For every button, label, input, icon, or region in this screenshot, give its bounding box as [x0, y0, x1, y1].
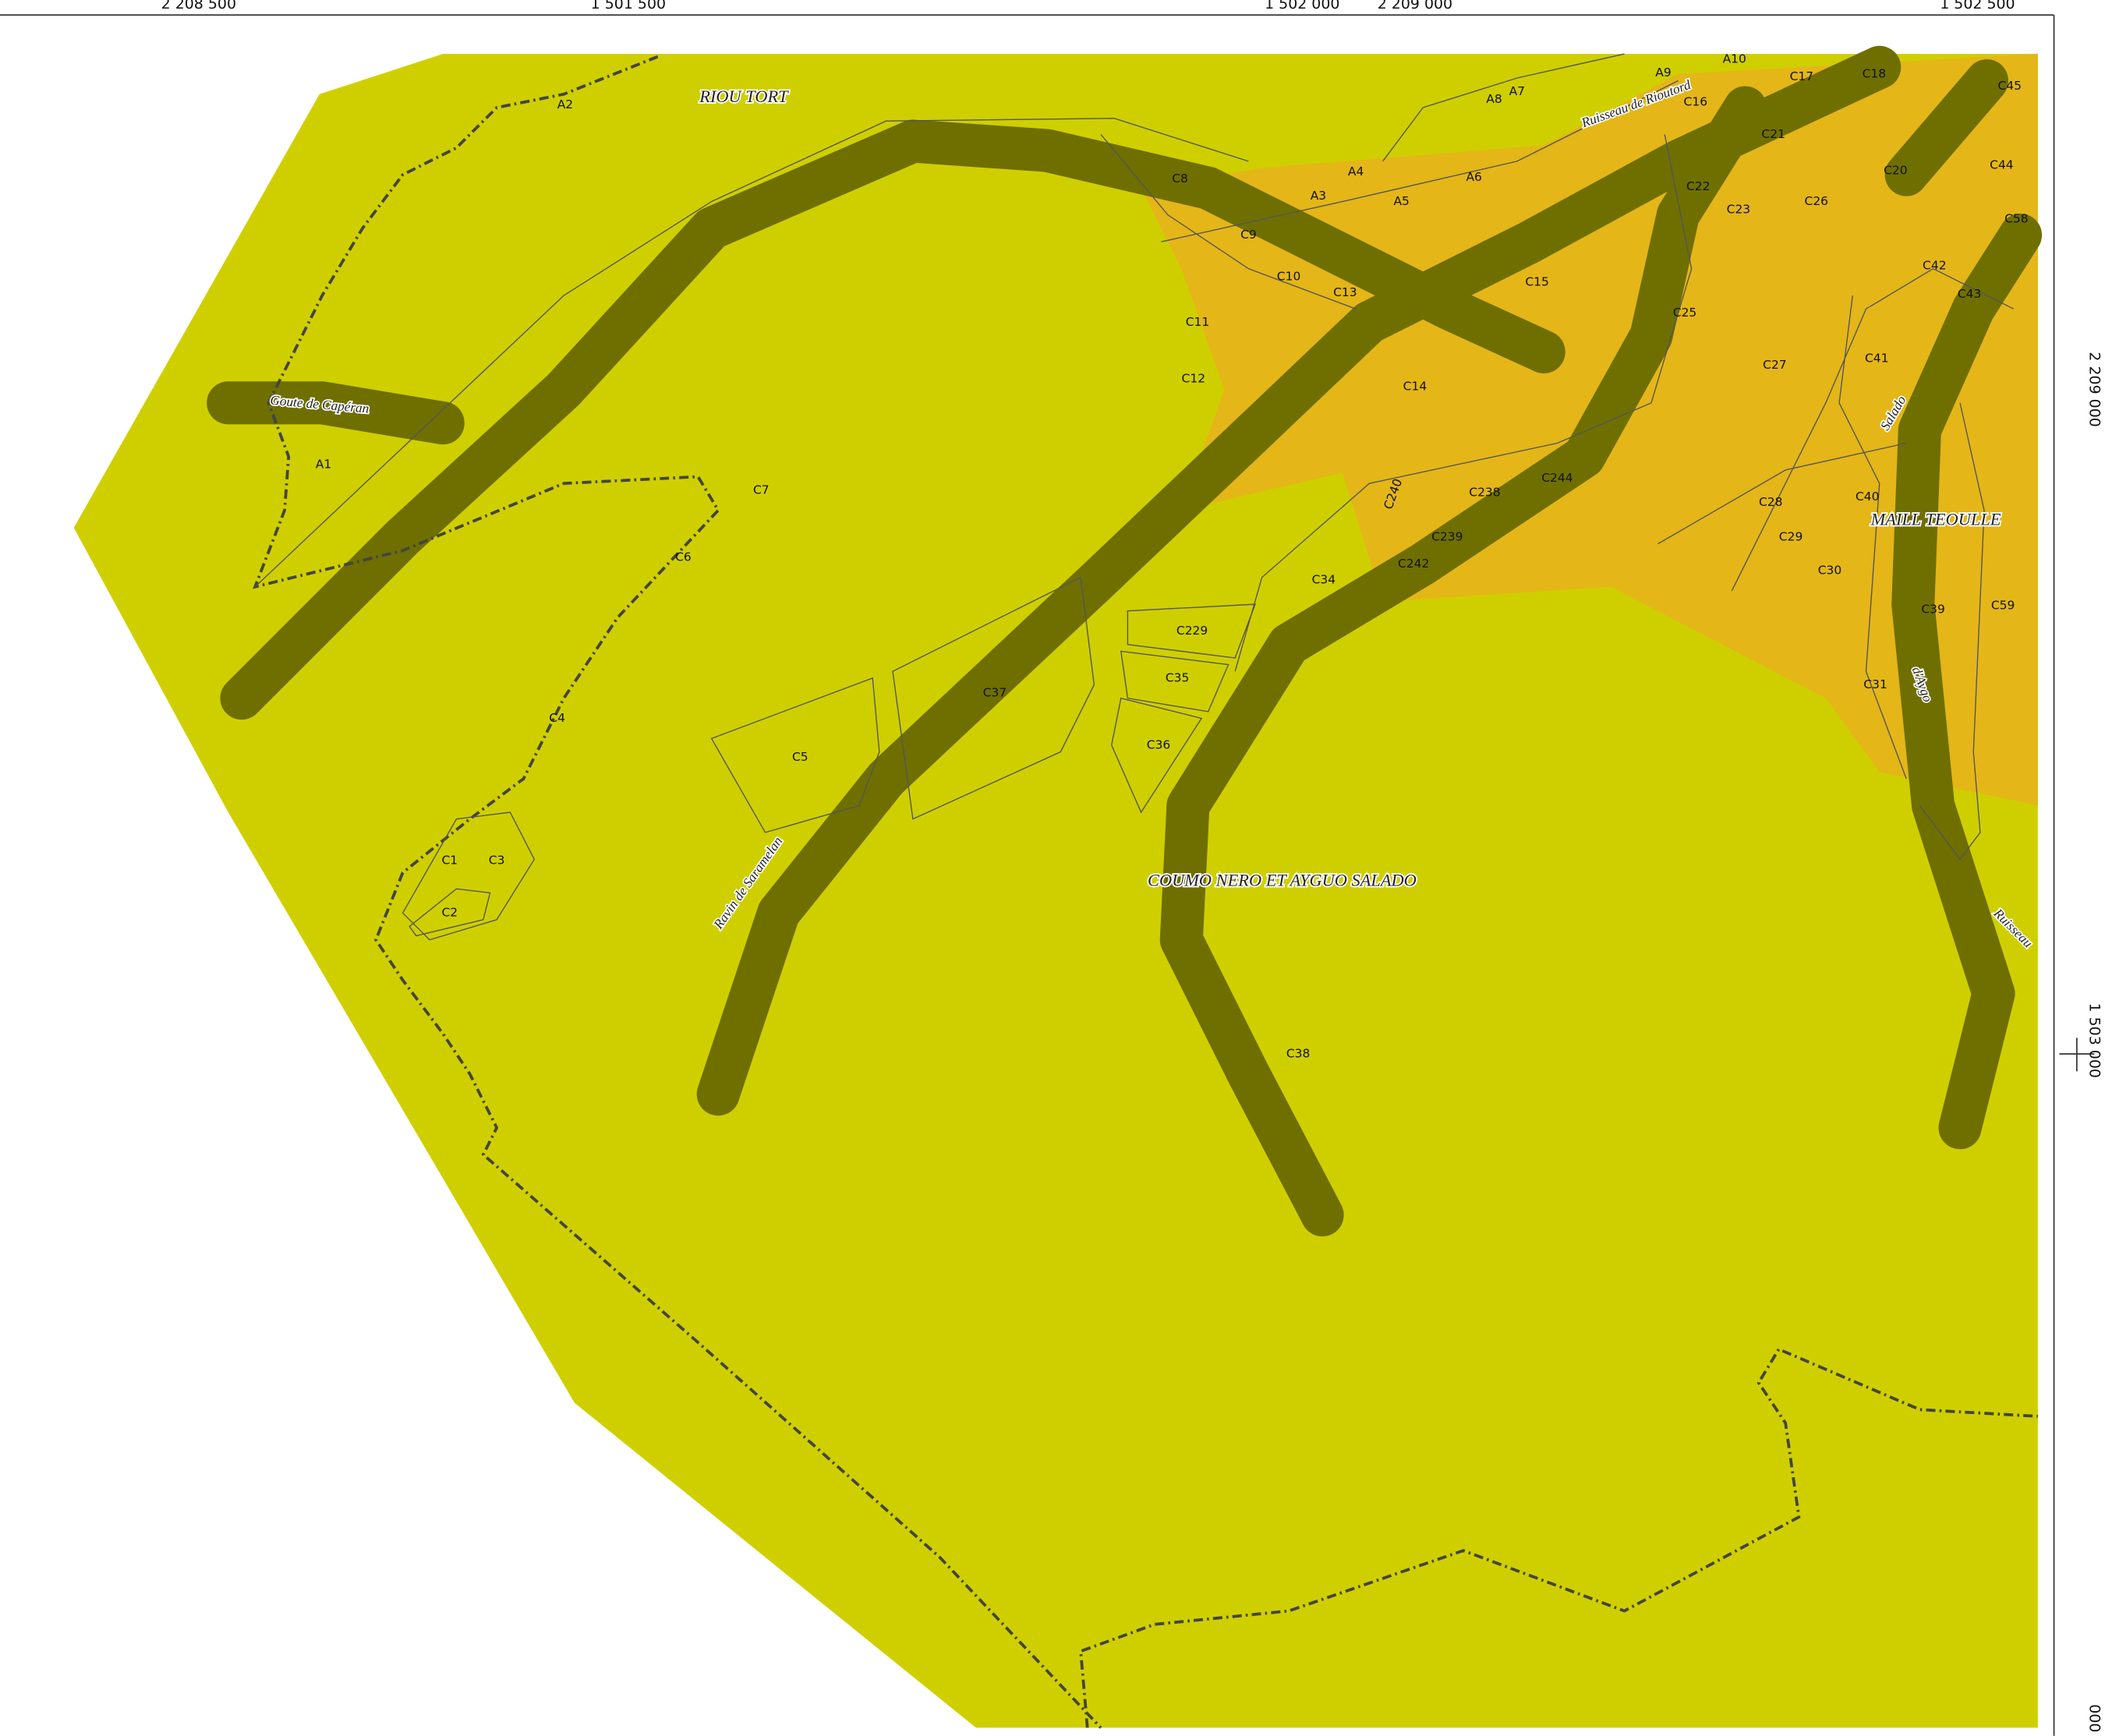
parcel-label: C11 [1186, 315, 1210, 329]
parcel-line [710, 677, 880, 833]
parcel-line [254, 118, 1249, 588]
parcel-label: A7 [1509, 84, 1525, 98]
boundaries [253, 55, 2039, 1729]
parcel-label: C10 [1277, 269, 1301, 283]
parcel-label: C58 [2004, 211, 2029, 225]
parcel-label: C12 [1182, 371, 1206, 385]
parcel-label: C7 [753, 483, 769, 497]
coord-label: 1 503 000 [2086, 1003, 2103, 1078]
parcel-label: C20 [1884, 163, 1908, 177]
parcel-label: C1 [442, 854, 458, 868]
cross [2059, 1038, 2095, 1072]
parcel-label: C17 [1790, 69, 1814, 83]
parcel-label: C22 [1686, 179, 1711, 193]
parcel-label: C37 [983, 685, 1007, 699]
band [1884, 59, 2009, 196]
parcels [254, 53, 2015, 941]
parcel-label: C239 [1431, 530, 1463, 544]
parcel-label: C23 [1727, 202, 1751, 216]
parcel-label: C5 [792, 750, 808, 764]
parcel-label: C35 [1166, 670, 1190, 684]
parcel-label: A8 [1486, 92, 1502, 106]
parcel-line [1111, 603, 1257, 814]
parcel-label: A4 [1348, 164, 1364, 179]
band [220, 119, 1565, 720]
parcel-label: A10 [1723, 52, 1746, 66]
band [207, 381, 465, 445]
band [1159, 86, 1767, 1237]
parcel-label: C2 [442, 906, 458, 920]
parcel-label: C39 [1921, 603, 1945, 617]
parcel-label: C6 [675, 550, 692, 564]
parcel-label: C238 [1469, 486, 1500, 500]
parcel-label: C45 [1997, 79, 2022, 93]
parcel-label: C26 [1805, 194, 1829, 208]
parcel-label: C28 [1759, 495, 1783, 509]
boundary [1079, 1347, 2039, 1728]
coord-label: 2 208 500 [161, 0, 236, 12]
coord-label: 000 [2086, 1704, 2103, 1732]
parcel-label: C25 [1673, 306, 1697, 320]
boundary [253, 55, 1102, 1729]
place-name: COUMO NERO ET AYGUO SALADO [1148, 871, 1417, 890]
coord-label: 1 502 000 [1265, 0, 1339, 12]
parcel-line [1100, 53, 1679, 309]
parcel-label: C41 [1865, 352, 1889, 366]
parcel-label: C14 [1403, 380, 1428, 394]
coord-label: 1 501 500 [591, 0, 666, 12]
parcel-label: C42 [1923, 259, 1947, 273]
parcel-label: C9 [1240, 228, 1257, 242]
parcel-label: A3 [1311, 189, 1326, 203]
parcel-label: A2 [557, 97, 573, 111]
parcel-label: C40 [1856, 490, 1880, 504]
parcel-label: C3 [489, 854, 505, 868]
parcel-label: A5 [1393, 194, 1409, 208]
parcel-label: C59 [1991, 598, 2015, 612]
parcel-label: C229 [1176, 624, 1208, 638]
parcel-label: C18 [1863, 66, 1887, 80]
parcel-label: A9 [1655, 65, 1671, 80]
band [696, 45, 1902, 1116]
parcel-label: C4 [549, 711, 565, 725]
hazard-bands [207, 45, 2043, 1237]
parcel-label: C244 [1541, 471, 1573, 485]
parcel-label: C34 [1312, 573, 1336, 587]
parcel-label: C242 [1398, 557, 1429, 571]
place-name: RIOU TORT [699, 87, 789, 106]
parcel-label: C8 [1172, 171, 1188, 186]
parcel-label: C21 [1761, 127, 1785, 141]
parcel-label: C36 [1147, 737, 1171, 751]
parcel-label: C38 [1286, 1046, 1311, 1060]
parcel-label: C16 [1684, 95, 1708, 109]
parcel-line [892, 576, 1095, 820]
coord-label: 2 209 000 [1378, 0, 1452, 12]
parcel-label: C27 [1763, 358, 1787, 372]
parcel-label: A6 [1466, 170, 1481, 184]
parcel-label: A1 [316, 458, 331, 472]
parcel-label: C30 [1818, 564, 1842, 578]
parcel-label: C13 [1333, 285, 1357, 299]
coord-label: 2 209 000 [2086, 352, 2103, 426]
parcel-label: C29 [1779, 530, 1803, 544]
parcel-line [402, 811, 536, 941]
parcel-line [1657, 402, 1985, 861]
parcel-label: C15 [1525, 274, 1549, 288]
parcel-label: C31 [1863, 677, 1887, 691]
parcel-line [1234, 134, 2015, 780]
parcel-label: C44 [1990, 158, 2014, 172]
place-name: MAILL TEOULLE [1870, 510, 2001, 529]
parcel-label: C43 [1958, 287, 1982, 301]
coord-label: 1 502 500 [1940, 0, 2015, 12]
band [1891, 214, 2043, 1150]
